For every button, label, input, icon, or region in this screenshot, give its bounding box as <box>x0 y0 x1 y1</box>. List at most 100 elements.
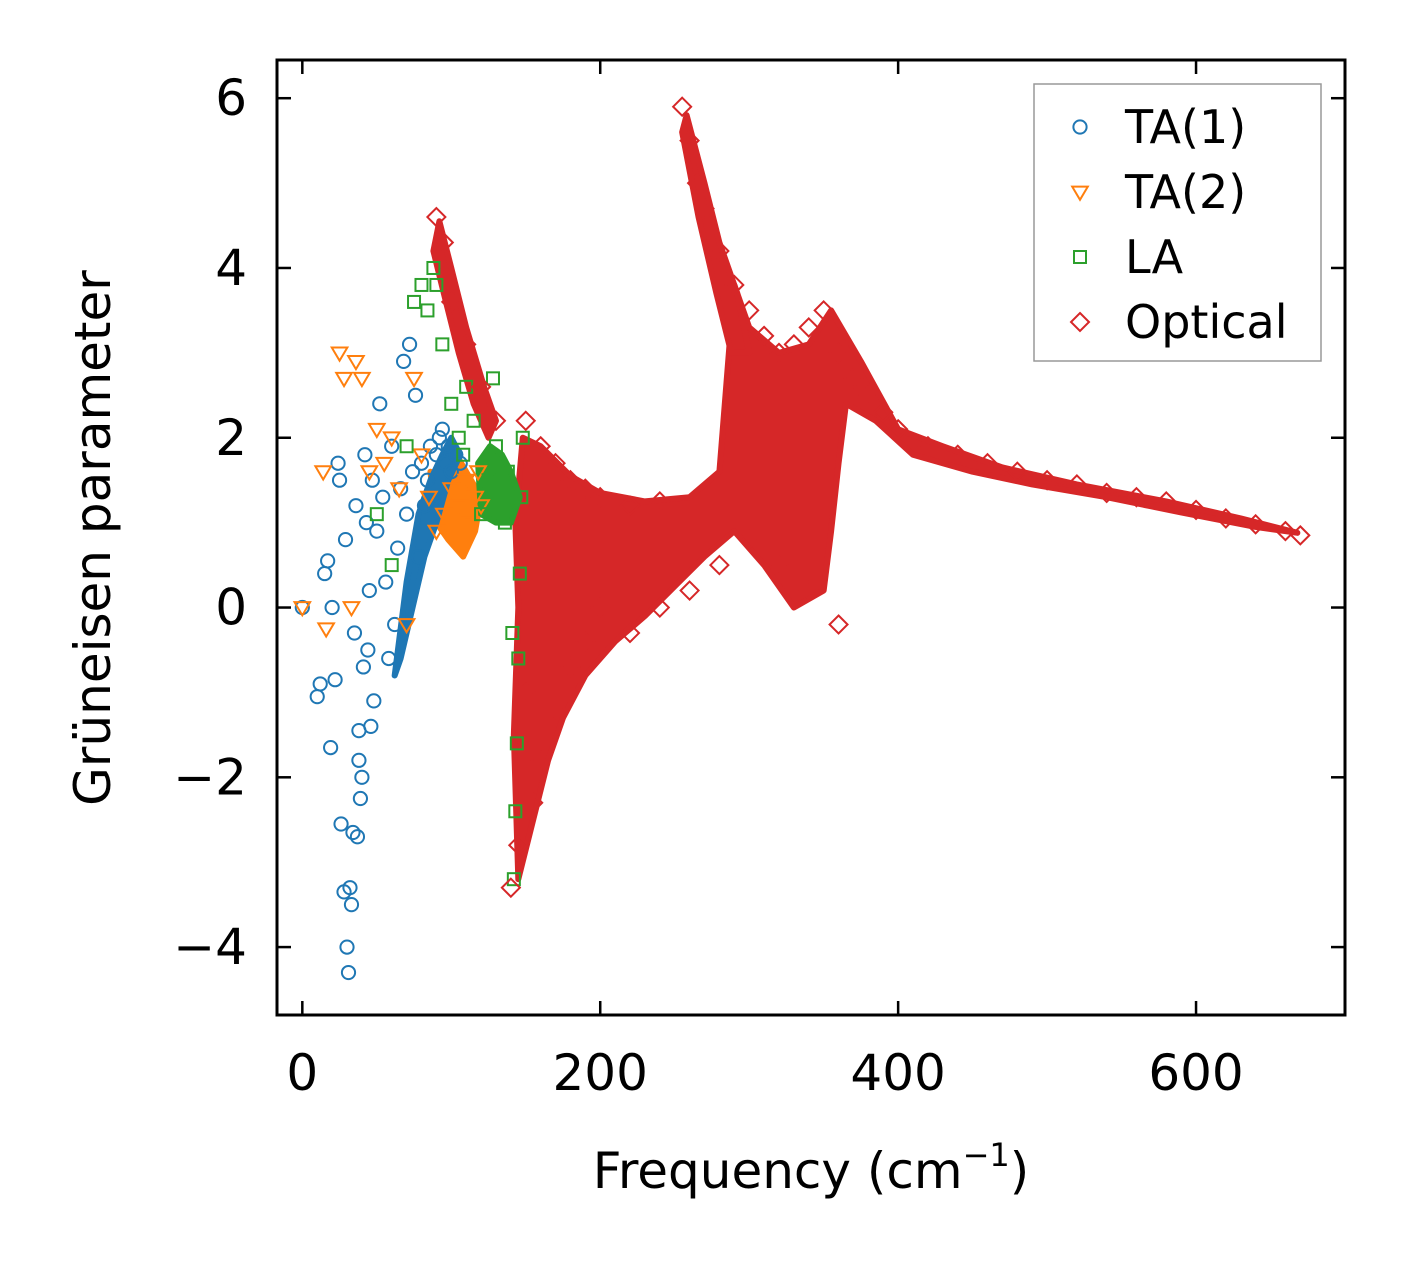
la-point <box>435 337 450 352</box>
la-point <box>509 736 524 751</box>
la-point <box>512 566 527 581</box>
y-tick-label: −2 <box>173 748 247 806</box>
ta-2-point <box>382 431 402 448</box>
ta-1-point <box>366 693 382 709</box>
la-point <box>511 651 526 666</box>
optical-point <box>433 232 455 253</box>
optical-point <box>515 682 537 703</box>
ta-1-point <box>345 824 361 841</box>
ta-1-point <box>330 455 346 471</box>
ta-1-point <box>337 532 354 548</box>
optical-point <box>440 291 462 313</box>
ta-1-point <box>320 553 336 569</box>
ta-1-point <box>375 489 391 505</box>
ta-1-point <box>398 506 415 522</box>
ta-1-point <box>434 421 450 437</box>
la-point <box>369 507 384 522</box>
ta-2-point <box>471 499 491 516</box>
la-point <box>451 430 466 445</box>
la-point <box>488 439 503 454</box>
ta-2-point <box>352 371 372 389</box>
optical-point <box>589 597 611 618</box>
x-axis-label-close: ) <box>1010 1142 1030 1200</box>
x-axis-label-text: Frequency (cm <box>593 1142 963 1200</box>
la-point <box>466 413 481 428</box>
ta-2-point <box>465 490 485 507</box>
optical-point <box>813 300 835 321</box>
ta-2-point <box>411 448 432 465</box>
ta-1-point <box>331 472 348 488</box>
optical-point <box>671 96 693 118</box>
optical-point <box>515 410 537 432</box>
x-tick-label: 0 <box>286 1044 318 1102</box>
optical-point <box>545 698 566 720</box>
ta-1-point <box>340 964 357 981</box>
optical-point <box>798 316 820 338</box>
ta-2-point <box>461 516 481 533</box>
ta-2-point <box>441 482 461 499</box>
y-tick-label: −4 <box>173 918 247 976</box>
optical-point <box>947 444 969 466</box>
optical-point <box>649 597 671 618</box>
optical-point <box>560 656 581 678</box>
la-point <box>399 439 414 454</box>
optical-point <box>1036 469 1058 491</box>
x-tick-label: 200 <box>553 1044 648 1102</box>
optical-point <box>425 206 447 228</box>
ta-2-point <box>426 524 446 541</box>
ta-1-point <box>431 430 447 446</box>
optical-point <box>738 300 760 321</box>
ta-1-point <box>384 438 400 454</box>
plot-frame <box>275 58 1347 1017</box>
ta-1-point <box>440 438 456 454</box>
optical-point <box>1006 461 1028 483</box>
ta-1-point <box>390 540 406 556</box>
ta-2-point <box>434 507 454 524</box>
ta-1-point <box>357 447 373 463</box>
la-point <box>474 507 489 522</box>
la-point <box>429 277 444 292</box>
y-axis-label: Grüneisen parameter <box>64 270 122 806</box>
optical-point <box>507 834 529 856</box>
ta-2-point <box>313 465 333 482</box>
optical-point <box>872 401 894 423</box>
x-axis-label: Frequency (cm−1) <box>593 1136 1030 1200</box>
ta-1-point <box>339 939 355 955</box>
ta-1-point <box>425 489 442 505</box>
optical-point <box>574 478 596 500</box>
optical-point <box>679 580 701 601</box>
la-point <box>426 260 441 275</box>
optical-point <box>470 376 492 398</box>
ta-1-point <box>333 816 349 832</box>
optical-point <box>738 529 760 551</box>
optical-point <box>1215 507 1237 529</box>
optical-point <box>694 198 715 219</box>
ta-2-point <box>389 482 409 499</box>
optical-point <box>589 486 611 508</box>
la-cloud <box>475 443 523 526</box>
ta-1-point <box>404 464 421 480</box>
optical-point <box>723 274 745 296</box>
ta-1-point <box>361 582 377 599</box>
axis-ticks: 0 200 400 600 −4 −2 0 2 4 6 <box>173 60 1345 1102</box>
ta-1-point <box>348 498 364 514</box>
ta-1-point <box>360 642 376 658</box>
data-points <box>292 96 1311 981</box>
legend-label-ta-2: TA(2) <box>1124 165 1246 219</box>
la-point <box>508 804 523 819</box>
ta-1-point <box>312 676 328 692</box>
la-point <box>505 626 520 640</box>
optical-point <box>1185 499 1207 521</box>
optical-point <box>1275 520 1296 542</box>
optical-point <box>1066 474 1088 495</box>
ta-2-point <box>330 346 350 363</box>
legend-label-ta-1: TA(1) <box>1124 100 1246 154</box>
ta-2-point <box>419 490 439 507</box>
ta-2-point <box>334 371 354 389</box>
ta-1-point <box>342 880 358 896</box>
ta-1-point <box>358 515 374 531</box>
ta-1-point <box>413 455 430 471</box>
optical-point <box>545 452 566 474</box>
ta-1-point <box>343 897 360 913</box>
